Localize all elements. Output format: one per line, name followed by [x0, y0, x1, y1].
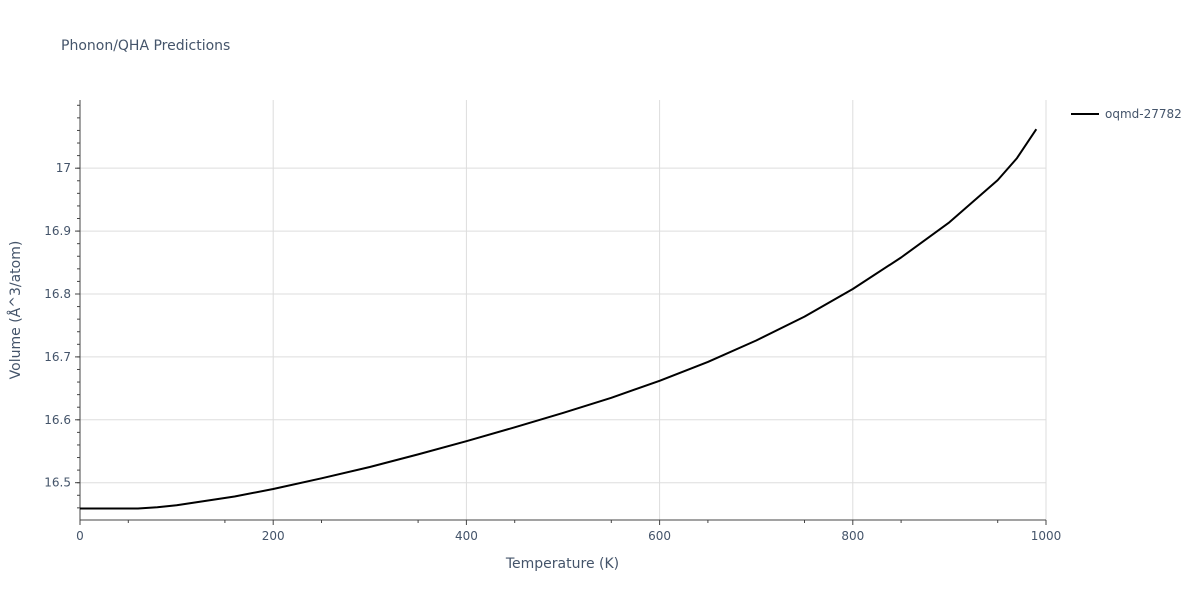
plot-area [80, 128, 1038, 510]
x-tick-label: 800 [841, 529, 864, 543]
y-tick-label: 16.5 [44, 476, 71, 490]
chart-title: Phonon/QHA Predictions [61, 38, 230, 54]
legend-label: oqmd-27782 [1105, 107, 1182, 121]
y-tick-label: 16.7 [44, 350, 71, 364]
x-tick-label: 0 [76, 529, 84, 543]
y-tick-label: 16.8 [44, 287, 71, 301]
y-tick-label: 16.9 [44, 224, 71, 238]
x-tick-label: 400 [455, 529, 478, 543]
grid [80, 100, 1047, 520]
x-axis-title: Temperature (K) [505, 556, 619, 572]
y-axis-title: Volume (Å^3/atom) [7, 241, 24, 380]
x-tick-label: 200 [262, 529, 285, 543]
axes: 0 200 400 600 800 1000 16.5 16.6 16.7 16.8 16.9 17 [44, 100, 1061, 543]
y-tick-label: 16.6 [44, 413, 71, 427]
legend: oqmd-27782 [1071, 107, 1182, 121]
y-tick-label: 17 [56, 161, 71, 175]
x-tick-label: 600 [648, 529, 671, 543]
x-tick-label: 1000 [1031, 529, 1062, 543]
series-line [80, 128, 1038, 510]
